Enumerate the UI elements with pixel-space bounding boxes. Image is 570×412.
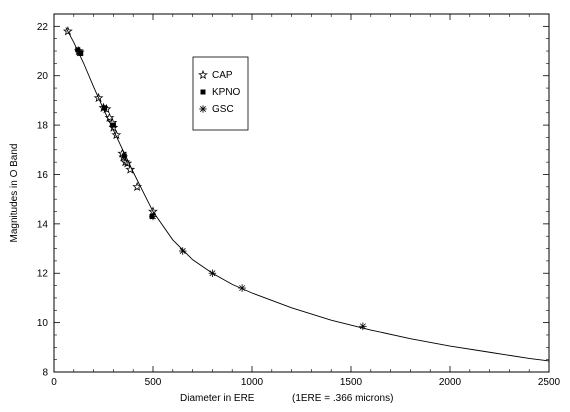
asterisk-stroke bbox=[239, 285, 246, 292]
y-tick-label: 18 bbox=[37, 121, 49, 132]
legend-marker-cap bbox=[198, 69, 208, 80]
plot-area bbox=[53, 13, 550, 373]
y-tick-label: 16 bbox=[37, 170, 49, 181]
data-point-cap bbox=[132, 181, 143, 191]
data-point-cap bbox=[93, 92, 104, 103]
data-point-gsc bbox=[238, 284, 246, 292]
y-tick-label: 8 bbox=[42, 368, 48, 379]
legend-marker-symbol bbox=[198, 69, 208, 80]
y-tick-label: 20 bbox=[37, 71, 49, 82]
x-axis-note: (1ERE = .366 microns) bbox=[292, 393, 393, 404]
y-axis-title: Magnitudes in O Band bbox=[9, 144, 20, 243]
x-axis-title: Diameter in ERE bbox=[180, 393, 255, 404]
legend-label-gsc: GSC bbox=[212, 104, 234, 115]
legend-marker-symbol bbox=[199, 105, 207, 113]
data-point-cap bbox=[122, 158, 133, 168]
data-point-cap bbox=[111, 129, 122, 140]
legend-marker-kpno bbox=[200, 89, 206, 95]
data-point-gsc bbox=[208, 269, 217, 278]
x-tick-label: 1000 bbox=[241, 377, 264, 388]
x-tick-label: 1500 bbox=[340, 377, 363, 388]
legend-label-cap: CAP bbox=[212, 70, 233, 81]
data-point-kpno bbox=[78, 51, 84, 57]
data-point-cap bbox=[62, 26, 73, 36]
legend-box bbox=[192, 56, 249, 131]
tick-labels: 0 500 1000 1500 2000 2500 8 10 12 14 16 18 20 22 bbox=[37, 22, 561, 388]
legend-marker-gsc bbox=[199, 105, 207, 113]
data-point-kpno bbox=[110, 122, 116, 128]
y-tick-label: 22 bbox=[37, 22, 49, 33]
data-point-cap bbox=[104, 112, 115, 122]
x-tick-label: 0 bbox=[51, 377, 57, 388]
legend-label-kpno: KPNO bbox=[212, 87, 241, 98]
asterisk-stroke bbox=[179, 248, 186, 254]
tick-marks bbox=[53, 13, 550, 373]
x-tick-label: 2000 bbox=[439, 377, 462, 388]
legend: CAP KPNO GSC bbox=[192, 56, 249, 131]
data-point-cap bbox=[125, 164, 136, 174]
x-tick-label: 500 bbox=[145, 377, 162, 388]
data-points bbox=[62, 26, 367, 331]
data-point-kpno bbox=[75, 47, 81, 53]
data-point-kpno bbox=[121, 153, 127, 159]
y-tick-label: 12 bbox=[37, 269, 49, 280]
asterisk-stroke bbox=[200, 106, 206, 112]
y-tick-label: 10 bbox=[37, 318, 49, 329]
asterisk-stroke bbox=[359, 323, 366, 330]
legend-marker-symbol bbox=[200, 89, 206, 95]
asterisk-stroke bbox=[209, 270, 216, 277]
data-point-cap bbox=[108, 122, 119, 132]
fit-curve-line bbox=[65, 27, 550, 362]
data-point-gsc bbox=[359, 322, 367, 331]
asterisk-stroke bbox=[150, 213, 156, 220]
data-point-gsc bbox=[178, 247, 187, 255]
data-point-gsc bbox=[149, 212, 157, 221]
data-point-kpno bbox=[101, 105, 107, 111]
x-tick-label: 2500 bbox=[538, 377, 561, 388]
y-tick-label: 14 bbox=[37, 219, 49, 230]
